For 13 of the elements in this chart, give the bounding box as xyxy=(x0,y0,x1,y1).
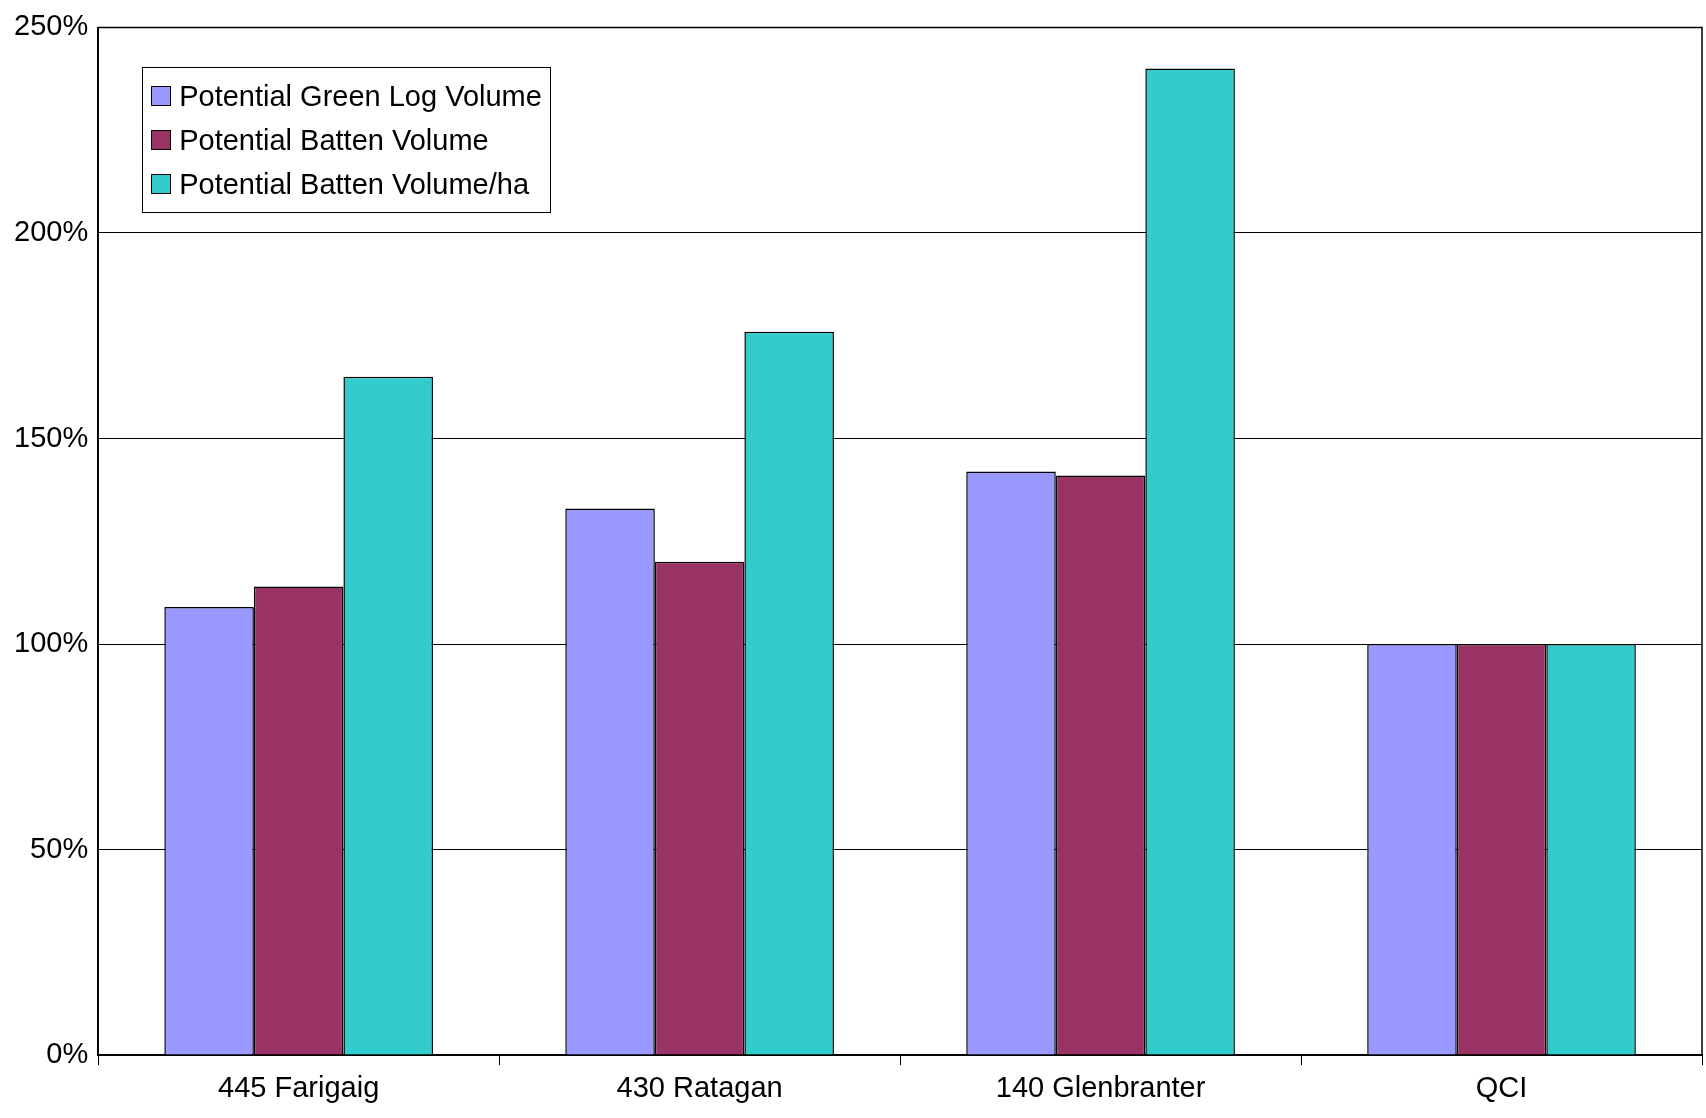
y-tick-label: 150% xyxy=(14,420,89,453)
legend-label: Potential Batten Volume/ha xyxy=(179,167,530,203)
x-tick-label: 430 Ratagan xyxy=(616,1070,783,1103)
legend-label: Potential Green Log Volume xyxy=(179,79,542,115)
x-tick-label: 140 Glenbranter xyxy=(995,1070,1206,1103)
legend-label: Potential Batten Volume xyxy=(179,123,489,159)
y-tick-label: 0% xyxy=(46,1037,89,1070)
y-tick-label: 200% xyxy=(14,214,89,247)
y-tick-label: 250% xyxy=(14,9,89,42)
x-tick-label: QCI xyxy=(1475,1070,1528,1103)
x-tick-label: 445 Farigaig xyxy=(218,1070,380,1103)
y-tick-label: 100% xyxy=(14,626,89,659)
y-tick-label: 50% xyxy=(30,831,89,864)
